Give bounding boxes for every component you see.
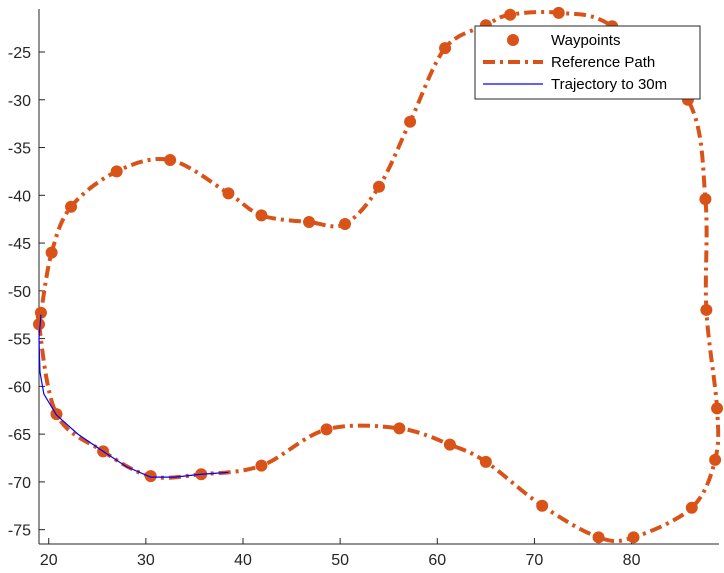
waypoint-marker	[536, 499, 549, 512]
waypoint-marker	[627, 531, 640, 544]
legend-waypoints-marker	[507, 34, 519, 46]
waypoint-marker	[592, 531, 605, 544]
waypoint-marker	[504, 8, 517, 21]
waypoint-marker	[393, 422, 406, 435]
waypoint-marker	[439, 42, 452, 55]
waypoint-marker	[255, 459, 268, 472]
waypoint-marker	[255, 209, 268, 222]
legend: Waypoints Reference Path Trajectory to 3…	[474, 25, 701, 100]
x-tick-label: 20	[40, 552, 58, 569]
x-tick-label: 50	[331, 552, 349, 569]
waypoint-marker	[552, 6, 565, 19]
waypoint-marker	[685, 501, 698, 514]
waypoint-marker	[373, 180, 385, 193]
waypoint-marker	[700, 303, 713, 316]
waypoint-marker	[144, 470, 157, 483]
y-tick-label: -30	[8, 93, 31, 110]
waypoint-marker	[339, 217, 351, 230]
waypoint-marker	[699, 193, 712, 206]
y-tick-label: -60	[8, 379, 31, 396]
x-tick-label: 30	[137, 552, 155, 569]
y-axis-ticks: -75 -70 -65 -60 -55 -50 -45 -40 -35 -30 -25	[8, 45, 45, 540]
waypoint-marker	[303, 216, 316, 229]
trajectory-line	[38, 314, 229, 478]
plot-content	[33, 6, 724, 544]
legend-label-waypoints: Waypoints	[551, 32, 620, 49]
waypoint-marker	[110, 165, 123, 178]
waypoint-marker	[34, 306, 47, 319]
legend-label-trajectory: Trajectory to 30m	[551, 76, 667, 93]
y-tick-label: -40	[8, 188, 31, 205]
waypoint-marker	[443, 438, 456, 451]
y-tick-label: -70	[8, 475, 31, 492]
waypoint-marker	[33, 318, 45, 331]
y-tick-label: -55	[8, 332, 31, 349]
y-tick-label: -35	[8, 141, 31, 158]
waypoint-marker	[45, 246, 58, 259]
waypoint-marker	[222, 187, 235, 200]
x-tick-label: 70	[526, 552, 544, 569]
y-tick-label: -50	[8, 284, 31, 301]
waypoint-marker	[404, 115, 417, 128]
x-tick-label: 60	[428, 552, 446, 569]
waypoint-marker	[65, 200, 78, 213]
legend-label-reference-path: Reference Path	[551, 54, 655, 71]
y-tick-label: -45	[8, 236, 31, 253]
y-tick-label: -75	[8, 523, 31, 540]
x-tick-label: 80	[623, 552, 641, 569]
x-axis-ticks: 20 30 40 50 60 70 80	[40, 538, 641, 569]
y-tick-label: -25	[8, 45, 31, 62]
y-tick-label: -65	[8, 427, 31, 444]
waypoint-marker	[479, 455, 492, 468]
waypoint-marker	[711, 402, 724, 415]
waypoint-marker	[320, 423, 333, 436]
waypoint-marker	[164, 153, 177, 166]
waypoint-marker	[709, 453, 722, 466]
x-tick-label: 40	[234, 552, 252, 569]
